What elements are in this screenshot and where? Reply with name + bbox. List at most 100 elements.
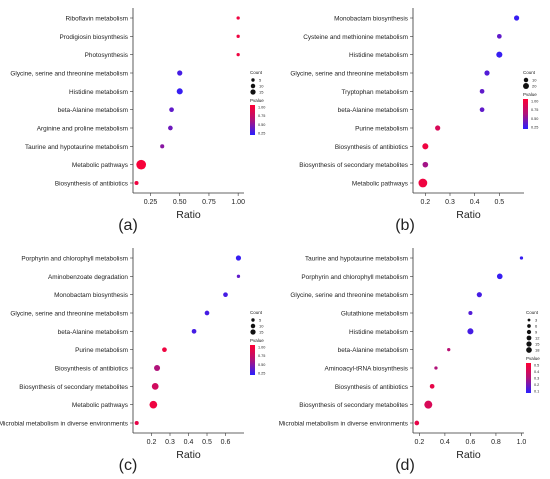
- data-point: [151, 382, 159, 390]
- x-tick-label: 0.3: [445, 199, 455, 206]
- pvalue-colorbar-tick: 0.25: [531, 126, 538, 130]
- x-tick-label: 0.4: [184, 439, 194, 446]
- category-label: Taurine and hypotaurine metabolism: [305, 256, 408, 263]
- pvalue-legend-title: Pvalue: [250, 338, 264, 343]
- category-label: Biosynthesis of secondary metabolites: [19, 384, 128, 391]
- category-label: beta-Alanine metabolism: [338, 107, 408, 114]
- count-legend-label: 10: [259, 324, 264, 329]
- data-point: [496, 273, 503, 280]
- count-legend-dot: [523, 77, 529, 83]
- panel-4: Taurine and hypotaurine metabolism Porphy…: [279, 248, 540, 474]
- data-point: [496, 51, 503, 58]
- category-label: Arginine and proline metabolism: [37, 126, 128, 133]
- x-tick-label: 1.0: [517, 439, 527, 446]
- count-legend-dot: [250, 323, 256, 329]
- category-label: beta-Alanine metabolism: [58, 329, 128, 336]
- category-label: Glycine, serine and threonine metabolism: [10, 71, 128, 78]
- count-legend-dot: [523, 83, 529, 89]
- category-label: Glycine, serine and threonine metabolism: [290, 71, 408, 78]
- data-point: [204, 310, 210, 316]
- count-legend-label: 6: [535, 324, 538, 329]
- data-point: [496, 33, 502, 39]
- data-point: [514, 15, 520, 21]
- count-legend-title: Count: [523, 70, 536, 75]
- count-legend-title: Count: [526, 310, 539, 315]
- category-label: Metabolic pathways: [72, 162, 128, 169]
- count-legend-label: 15: [535, 342, 540, 347]
- category-label: Biosynthesis of antibiotics: [55, 181, 128, 188]
- pvalue-legend-title: Pvalue: [523, 92, 537, 97]
- data-point: [149, 400, 158, 409]
- pvalue-legend-title: Pvalue: [526, 356, 540, 361]
- pvalue-colorbar: [526, 363, 531, 393]
- x-tick-label: 0.2: [147, 439, 157, 446]
- count-legend-label: 5: [259, 318, 262, 323]
- category-label: Microbial metabolism in diverse environm…: [279, 421, 408, 428]
- count-legend-dot: [250, 89, 256, 95]
- data-point: [418, 178, 428, 188]
- x-tick-label: 0.3: [165, 439, 175, 446]
- data-point: [169, 107, 174, 113]
- data-point: [236, 16, 240, 20]
- category-label: Porphyrin and chlorophyll metabolism: [21, 256, 128, 263]
- data-point: [435, 125, 441, 131]
- x-tick-label: 0.6: [466, 439, 476, 446]
- category-label: Glycine, serine and threonine metabolism: [290, 292, 408, 299]
- category-label: Photosynthesis: [85, 52, 128, 59]
- category-label: Prodigiosin biosynthesis: [59, 34, 128, 41]
- data-point: [235, 255, 242, 261]
- count-legend-label: 9: [535, 330, 538, 335]
- data-point: [136, 159, 147, 170]
- count-legend-label: 15: [259, 330, 264, 335]
- category-label: Biosynthesis of secondary metabolites: [299, 162, 408, 169]
- x-axis-title: Ratio: [456, 449, 481, 461]
- count-legend-label: 5: [259, 78, 262, 83]
- pvalue-colorbar-tick: 1.00: [531, 100, 538, 104]
- data-point: [422, 143, 429, 150]
- pvalue-colorbar-tick: 0.3: [534, 377, 539, 381]
- x-tick-label: 0.4: [440, 439, 450, 446]
- data-point: [424, 400, 433, 409]
- pvalue-legend-title: Pvalue: [250, 98, 264, 103]
- x-tick-label: 0.4: [470, 199, 480, 206]
- category-label: Histidine metabolism: [349, 52, 408, 59]
- count-legend-dot: [251, 78, 255, 82]
- count-legend-dot: [250, 83, 256, 89]
- data-point: [236, 53, 240, 57]
- panel-2: Monobactam biosynthesis Cysteine and meth…: [290, 8, 538, 234]
- data-point: [160, 144, 165, 149]
- category-label: Glycine, serine and threonine metabolism: [10, 311, 128, 318]
- panel-label: (b): [395, 217, 415, 234]
- count-legend-label: 15: [259, 90, 264, 95]
- count-legend-label: 18: [535, 348, 540, 353]
- x-tick-label: 0.5: [494, 199, 504, 206]
- category-label: Microbial metabolism in diverse environm…: [0, 421, 128, 428]
- data-point: [422, 161, 429, 168]
- data-point: [223, 292, 228, 298]
- count-legend-label: 10: [532, 78, 537, 83]
- data-point: [447, 348, 451, 352]
- count-legend-dot: [526, 347, 532, 353]
- x-tick-label: 0.8: [491, 439, 501, 446]
- data-point: [134, 420, 139, 426]
- x-axis-title: Ratio: [176, 209, 201, 221]
- panel-label: (c): [119, 457, 138, 474]
- category-label: Metabolic pathways: [72, 402, 128, 409]
- data-point: [168, 125, 173, 131]
- category-label: Taurine and hypotaurine metabolism: [25, 144, 128, 151]
- data-point: [154, 364, 161, 372]
- pvalue-colorbar-tick: 0.25: [258, 132, 265, 136]
- category-label: Histidine metabolism: [349, 329, 408, 336]
- category-label: Metabolic pathways: [352, 181, 408, 188]
- count-legend-dot: [526, 329, 532, 335]
- count-legend-dot: [526, 335, 532, 341]
- pvalue-colorbar-tick: 0.50: [258, 363, 265, 367]
- data-point: [236, 274, 241, 278]
- category-label: Riboflavin metabolism: [65, 16, 128, 23]
- pvalue-colorbar-tick: 0.4: [534, 370, 539, 374]
- count-legend-dot: [526, 341, 532, 347]
- count-legend-dot: [527, 318, 531, 322]
- count-legend-dot: [251, 318, 255, 322]
- pvalue-colorbar-tick: 0.1: [534, 390, 539, 394]
